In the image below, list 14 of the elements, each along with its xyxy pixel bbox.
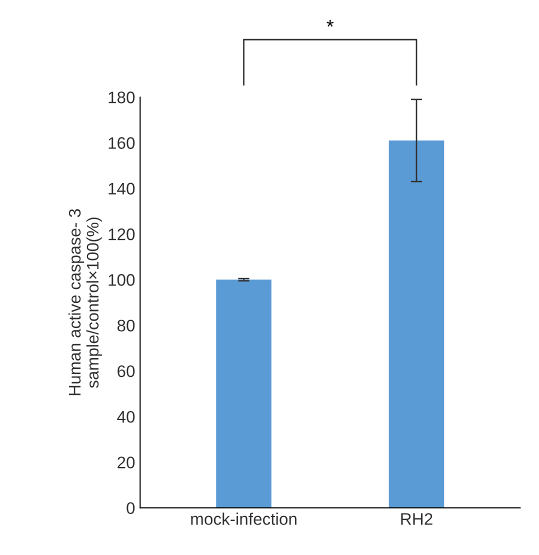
- y-tick-label: 40: [117, 410, 135, 423]
- y-tick-label: 120: [108, 228, 135, 240]
- y-tick-label: 140: [108, 182, 135, 195]
- y-tick-label: 160: [108, 137, 135, 149]
- text: *: [326, 20, 334, 27]
- y-tick-label: 180: [108, 92, 135, 104]
- y-tick-label: 0: [126, 502, 135, 514]
- x-tick-label: mock-infection: [191, 512, 296, 525]
- y-tick-label: 60: [118, 365, 135, 378]
- y-tick-label: 100: [108, 274, 135, 286]
- y-tick-label: 80: [117, 320, 135, 332]
- x-tick-label: RH2: [401, 513, 432, 525]
- y-tick-label: 20: [118, 456, 135, 468]
- y-axis-title: Human active caspase- 3 sample/control×100(%): [68, 209, 102, 396]
